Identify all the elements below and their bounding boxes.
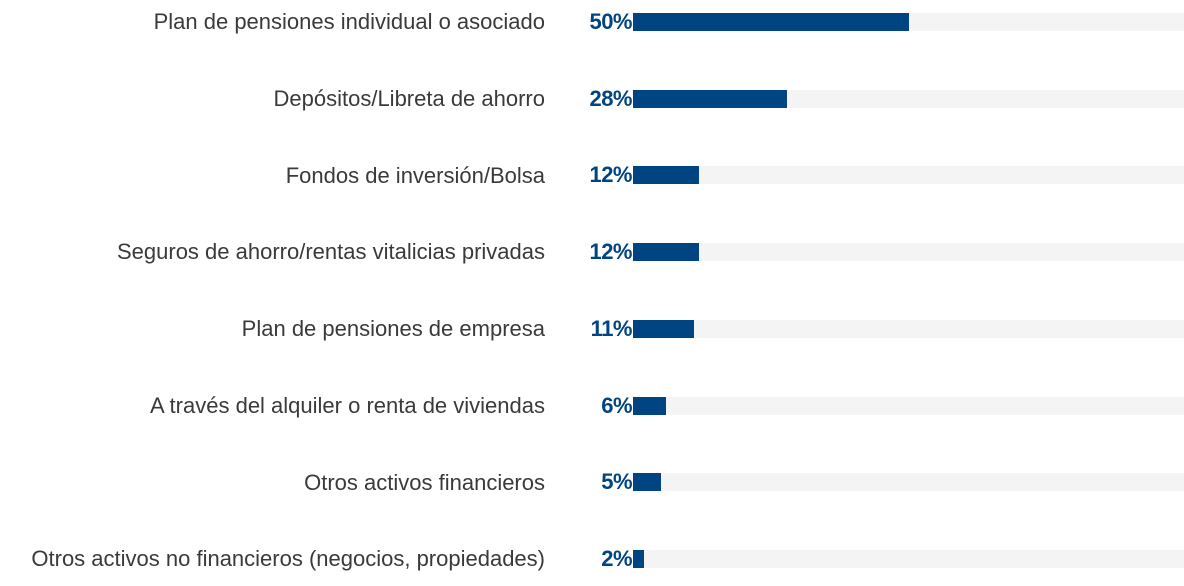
- bar: [633, 396, 667, 415]
- value-label: 5%: [601, 469, 632, 495]
- bar: [633, 319, 694, 338]
- value-label: 11%: [590, 315, 633, 341]
- bar-track: [633, 549, 1184, 568]
- bar-track: [633, 473, 1184, 492]
- category-label: Plan de pensiones individual o asociado: [153, 9, 545, 35]
- category-label: Fondos de inversión/Bolsa: [285, 162, 545, 188]
- category-label: Otros activos financieros: [304, 469, 545, 495]
- bar: [633, 166, 700, 185]
- bar-track: [633, 396, 1184, 415]
- bar: [633, 473, 661, 492]
- bar: [633, 89, 788, 108]
- bar-track: [633, 319, 1184, 338]
- bar-track: [633, 243, 1184, 262]
- value-label: 50%: [589, 9, 632, 34]
- bar: [633, 243, 700, 262]
- bar: [633, 549, 645, 568]
- category-label: Otros activos no financieros (negocios, …: [31, 546, 545, 572]
- value-label: 2%: [601, 545, 632, 571]
- value-label: 12%: [589, 239, 632, 265]
- category-label: Plan de pensiones de empresa: [241, 316, 545, 342]
- bar-track: [633, 166, 1184, 185]
- value-label: 6%: [601, 392, 632, 418]
- value-label: 12%: [589, 162, 632, 188]
- category-label: Seguros de ahorro/rentas vitalicias priv…: [116, 239, 545, 265]
- bar: [633, 13, 909, 31]
- category-label: A través del alquiler o renta de viviend…: [149, 392, 545, 418]
- category-label: Depósitos/Libreta de ahorro: [273, 86, 546, 112]
- value-label: 28%: [589, 85, 632, 111]
